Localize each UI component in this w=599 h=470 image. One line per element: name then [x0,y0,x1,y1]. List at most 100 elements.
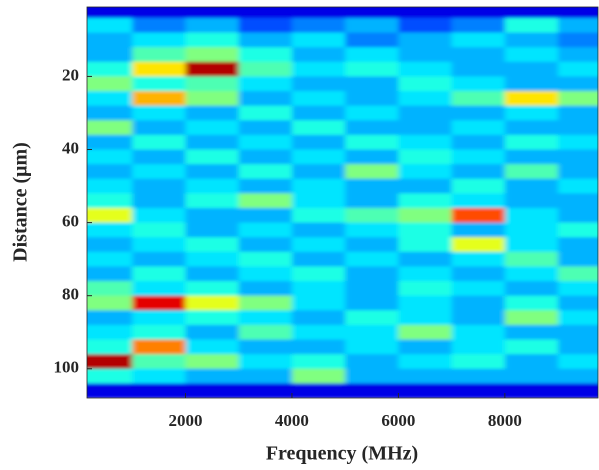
y-tick-label: 100 [54,358,80,377]
heatmap-cell [398,207,453,224]
heatmap-cell [398,76,453,92]
heatmap-cell [132,281,186,297]
heatmap-cell [238,383,293,398]
heatmap-cell [238,193,293,209]
heatmap-cell [132,120,186,136]
heatmap-cell [558,149,598,165]
heatmap-cell [132,76,186,92]
heatmap-cell [451,149,506,165]
heatmap-cell [185,32,240,48]
heatmap-cell [345,237,399,253]
heatmap-cell [345,266,399,282]
heatmap-cell [132,91,186,107]
heatmap-cell [345,339,399,355]
heatmap-cell [238,222,293,238]
heatmap-cell [132,193,186,209]
heatmap-cell [451,32,506,48]
heatmap-cell [132,149,186,165]
heatmap-cell [185,193,240,209]
heatmap-cell [132,222,186,238]
heatmap-cell [87,178,133,194]
heatmap-cell [87,17,133,34]
heatmap-cell [451,354,506,370]
heatmap-cell [291,32,346,48]
heatmap-cell [451,266,506,282]
heatmap-cell [451,47,506,63]
heatmap-cell [185,47,240,63]
heatmap-cell [132,266,186,282]
x-tick-label: 8000 [488,411,522,430]
heatmap-cell [451,237,506,253]
heatmap-cell [238,207,293,224]
heatmap-cell [132,324,186,341]
heatmap-cell [451,105,506,121]
heatmap-cell [504,193,559,209]
heatmap-cell [345,178,399,194]
heatmap-cell [291,237,346,253]
heatmap-cell [558,120,598,136]
heatmap-cell [558,266,598,282]
heatmap-cell [87,120,133,136]
heatmap-cell [87,383,133,398]
heatmap-cell [87,7,133,19]
heatmap-cell [345,76,399,92]
heatmap-cell [132,251,186,267]
heatmap-cell [504,91,559,107]
heatmap-cell [185,310,240,326]
heatmap-cell [398,164,453,180]
heatmap-cell [558,164,598,180]
heatmap-cell [291,354,346,370]
heatmap-cell [132,310,186,326]
heatmap-cell [558,222,598,238]
heatmap-cell [398,281,453,297]
heatmap-cell [238,91,293,107]
heatmap-cell [451,76,506,92]
heatmap-cell [504,178,559,194]
heatmap-cell [238,120,293,136]
heatmap-cell [504,266,559,282]
heatmap-cells [87,7,598,398]
heatmap-cell [291,149,346,165]
heatmap-cell [185,164,240,180]
heatmap-cell [504,310,559,326]
heatmap-cell [87,281,133,297]
heatmap-cell [558,251,598,267]
heatmap-cell [238,295,293,311]
heatmap-cell [87,237,133,253]
heatmap-cell [558,310,598,326]
heatmap-cell [398,295,453,311]
heatmap-cell [132,17,186,34]
heatmap-cell [504,222,559,238]
heatmap-cell [398,222,453,238]
heatmap-cell [238,178,293,194]
heatmap-cell [504,383,559,398]
heatmap-cell [291,339,346,355]
heatmap-cell [345,120,399,136]
heatmap-cell [504,149,559,165]
heatmap-cell [132,339,186,355]
heatmap-cell [345,295,399,311]
heatmap-cell [558,105,598,121]
heatmap-cell [451,310,506,326]
y-tick-label: 20 [62,65,79,84]
heatmap-cell [238,266,293,282]
heatmap-cell [291,17,346,34]
heatmap-cell [558,7,598,19]
heatmap-cell [87,105,133,121]
heatmap-cell [291,164,346,180]
heatmap-cell [398,61,453,77]
heatmap-cell [185,17,240,34]
heatmap-cell [345,47,399,63]
heatmap-cell [291,266,346,282]
heatmap-cell [345,61,399,77]
heatmap-cell [558,295,598,311]
heatmap-cell [398,339,453,355]
heatmap-cell [504,237,559,253]
heatmap-cell [504,17,559,34]
heatmap-cell [132,61,186,77]
heatmap-cell [504,105,559,121]
heatmap-cell [87,91,133,107]
heatmap-cell [504,32,559,48]
heatmap-cell [291,222,346,238]
heatmap-cell [291,310,346,326]
